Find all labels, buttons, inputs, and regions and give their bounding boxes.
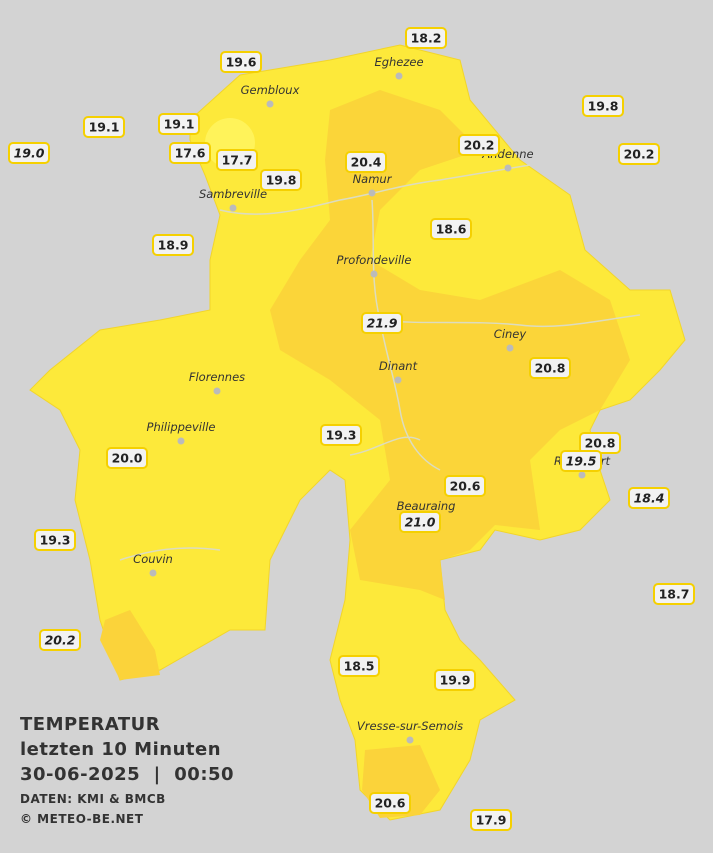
city-dot [177,437,185,445]
station-box [220,51,262,73]
station-value: 19.1 [89,120,120,135]
station-value: 20.0 [112,451,143,466]
station-box [106,447,148,469]
station-box [83,116,125,138]
station-value: 20.8 [535,361,566,376]
station-value: 20.2 [624,147,655,162]
city-dot [406,736,414,744]
city-label: Ciney [494,327,527,341]
city-dot [504,164,512,172]
station-value: 20.4 [351,155,382,170]
station-box [582,95,624,117]
station-value: 20.6 [450,479,481,494]
warm-zone [100,610,160,680]
city-label: Dinant [379,359,418,373]
warm-zone [270,90,630,600]
subtitle: letzten 10 Minuten [20,739,221,760]
city-label: Sambreville [199,187,267,201]
station-value: 17.6 [175,146,206,161]
station-value: 18.6 [436,222,467,237]
city-dot [368,189,376,197]
city-label: Vresse-sur-Semois [357,719,463,733]
station-value: 19.3 [326,428,357,443]
station-value: 18.7 [659,587,690,602]
station-value: 20.2 [464,138,495,153]
city-dot [213,387,221,395]
station-box [618,143,660,165]
station-box [169,142,211,164]
station-box [444,475,486,497]
station-box [361,312,403,334]
station-box [39,629,81,651]
station-box [470,809,512,831]
city-label: Eghezee [374,55,423,69]
station-value: 18.5 [344,659,375,674]
station-value: 19.0 [14,146,45,161]
station-layer: 19.6 18.2 19.8 19.1 19.1 20.2 19.0 17.6 17.7 20.4… [8,27,695,831]
city-dot [394,376,402,384]
station-box [458,134,500,156]
station-box [628,487,670,509]
city-dot [578,471,586,479]
station-box [430,218,472,240]
station-box [260,169,302,191]
station-box [369,792,411,814]
station-box [653,583,695,605]
station-box [560,450,602,472]
station-value: 21.0 [405,515,436,530]
station-value: 17.7 [222,153,253,168]
city-dot [266,100,274,108]
station-box [405,27,447,49]
station-box [158,113,200,135]
station-value: 20.8 [585,436,616,451]
station-value: 21.9 [367,316,398,331]
city-label: Philippeville [147,420,216,434]
station-value: 19.6 [226,55,257,70]
city-dot [370,270,378,278]
station-box [152,234,194,256]
station-value: 20.6 [375,796,406,811]
station-box [345,151,387,173]
station-box [320,424,362,446]
source: DATEN: KMI & BMCB [20,792,166,806]
station-box [399,511,441,533]
station-value: 19.8 [588,99,619,114]
city-dot [395,72,403,80]
station-value: 18.4 [634,491,665,506]
city-dot [506,344,514,352]
station-value: 19.8 [266,173,297,188]
title: TEMPERATUR [20,714,160,735]
city-label: Florennes [189,370,245,384]
station-box [338,655,380,677]
city-label: Couvin [133,552,173,566]
city-dot [149,569,157,577]
station-box [434,669,476,691]
city-label: Beauraing [397,499,456,513]
station-value: 18.9 [158,238,189,253]
station-value: 18.2 [411,31,442,46]
city-layer: EghezeeGemblouxAndenneNamurSambrevillePr… [133,55,611,744]
station-box [34,529,76,551]
station-box [216,149,258,171]
station-value: 19.5 [566,454,597,469]
copyright: © METEO-BE.NET [20,812,144,826]
river [119,164,641,561]
city-label: Namur [353,172,393,186]
station-value: 19.3 [40,533,71,548]
station-value: 17.9 [476,813,507,828]
city-label: Profondeville [337,253,412,267]
station-value: 20.2 [45,633,76,648]
station-value: 19.1 [164,117,195,132]
station-box [8,142,50,164]
timestamp: 30-06-2025 | 00:50 [20,764,234,785]
station-value: 19.9 [440,673,471,688]
city-label: Gembloux [241,83,300,97]
city-dot [229,204,237,212]
station-box [529,357,571,379]
